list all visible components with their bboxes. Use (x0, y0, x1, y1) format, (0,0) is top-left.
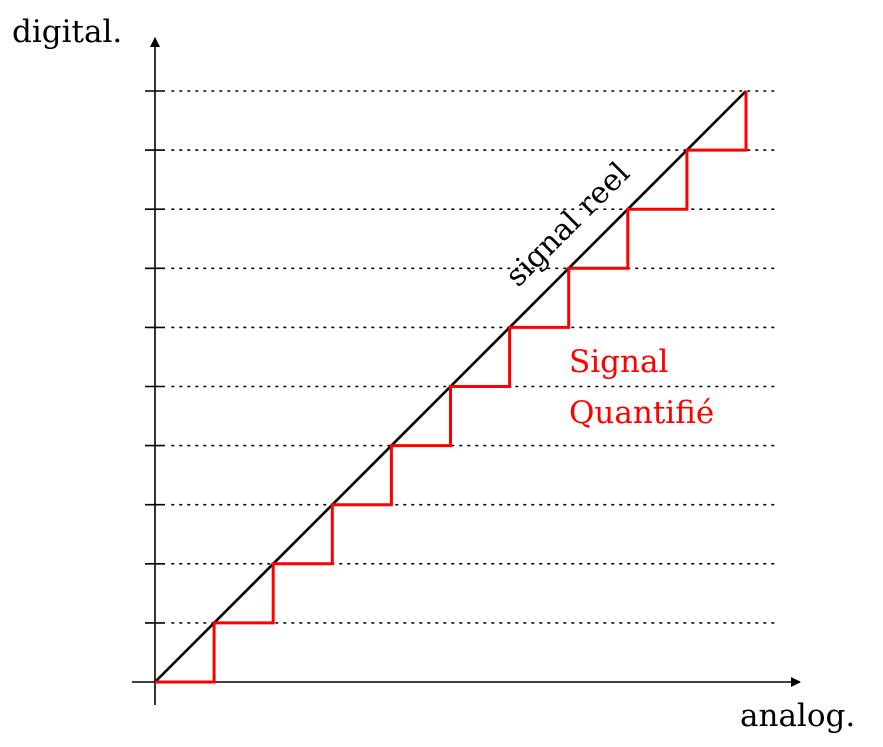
quantized-signal-label-line1: Signal (569, 344, 668, 380)
quantized-signal-label-line2: Quantifié (569, 395, 714, 431)
x-axis-label: analog. (740, 698, 855, 734)
grid-lines (171, 90, 781, 624)
quantized-signal-staircase (155, 91, 748, 684)
y-axis-label: digital. (12, 14, 122, 50)
